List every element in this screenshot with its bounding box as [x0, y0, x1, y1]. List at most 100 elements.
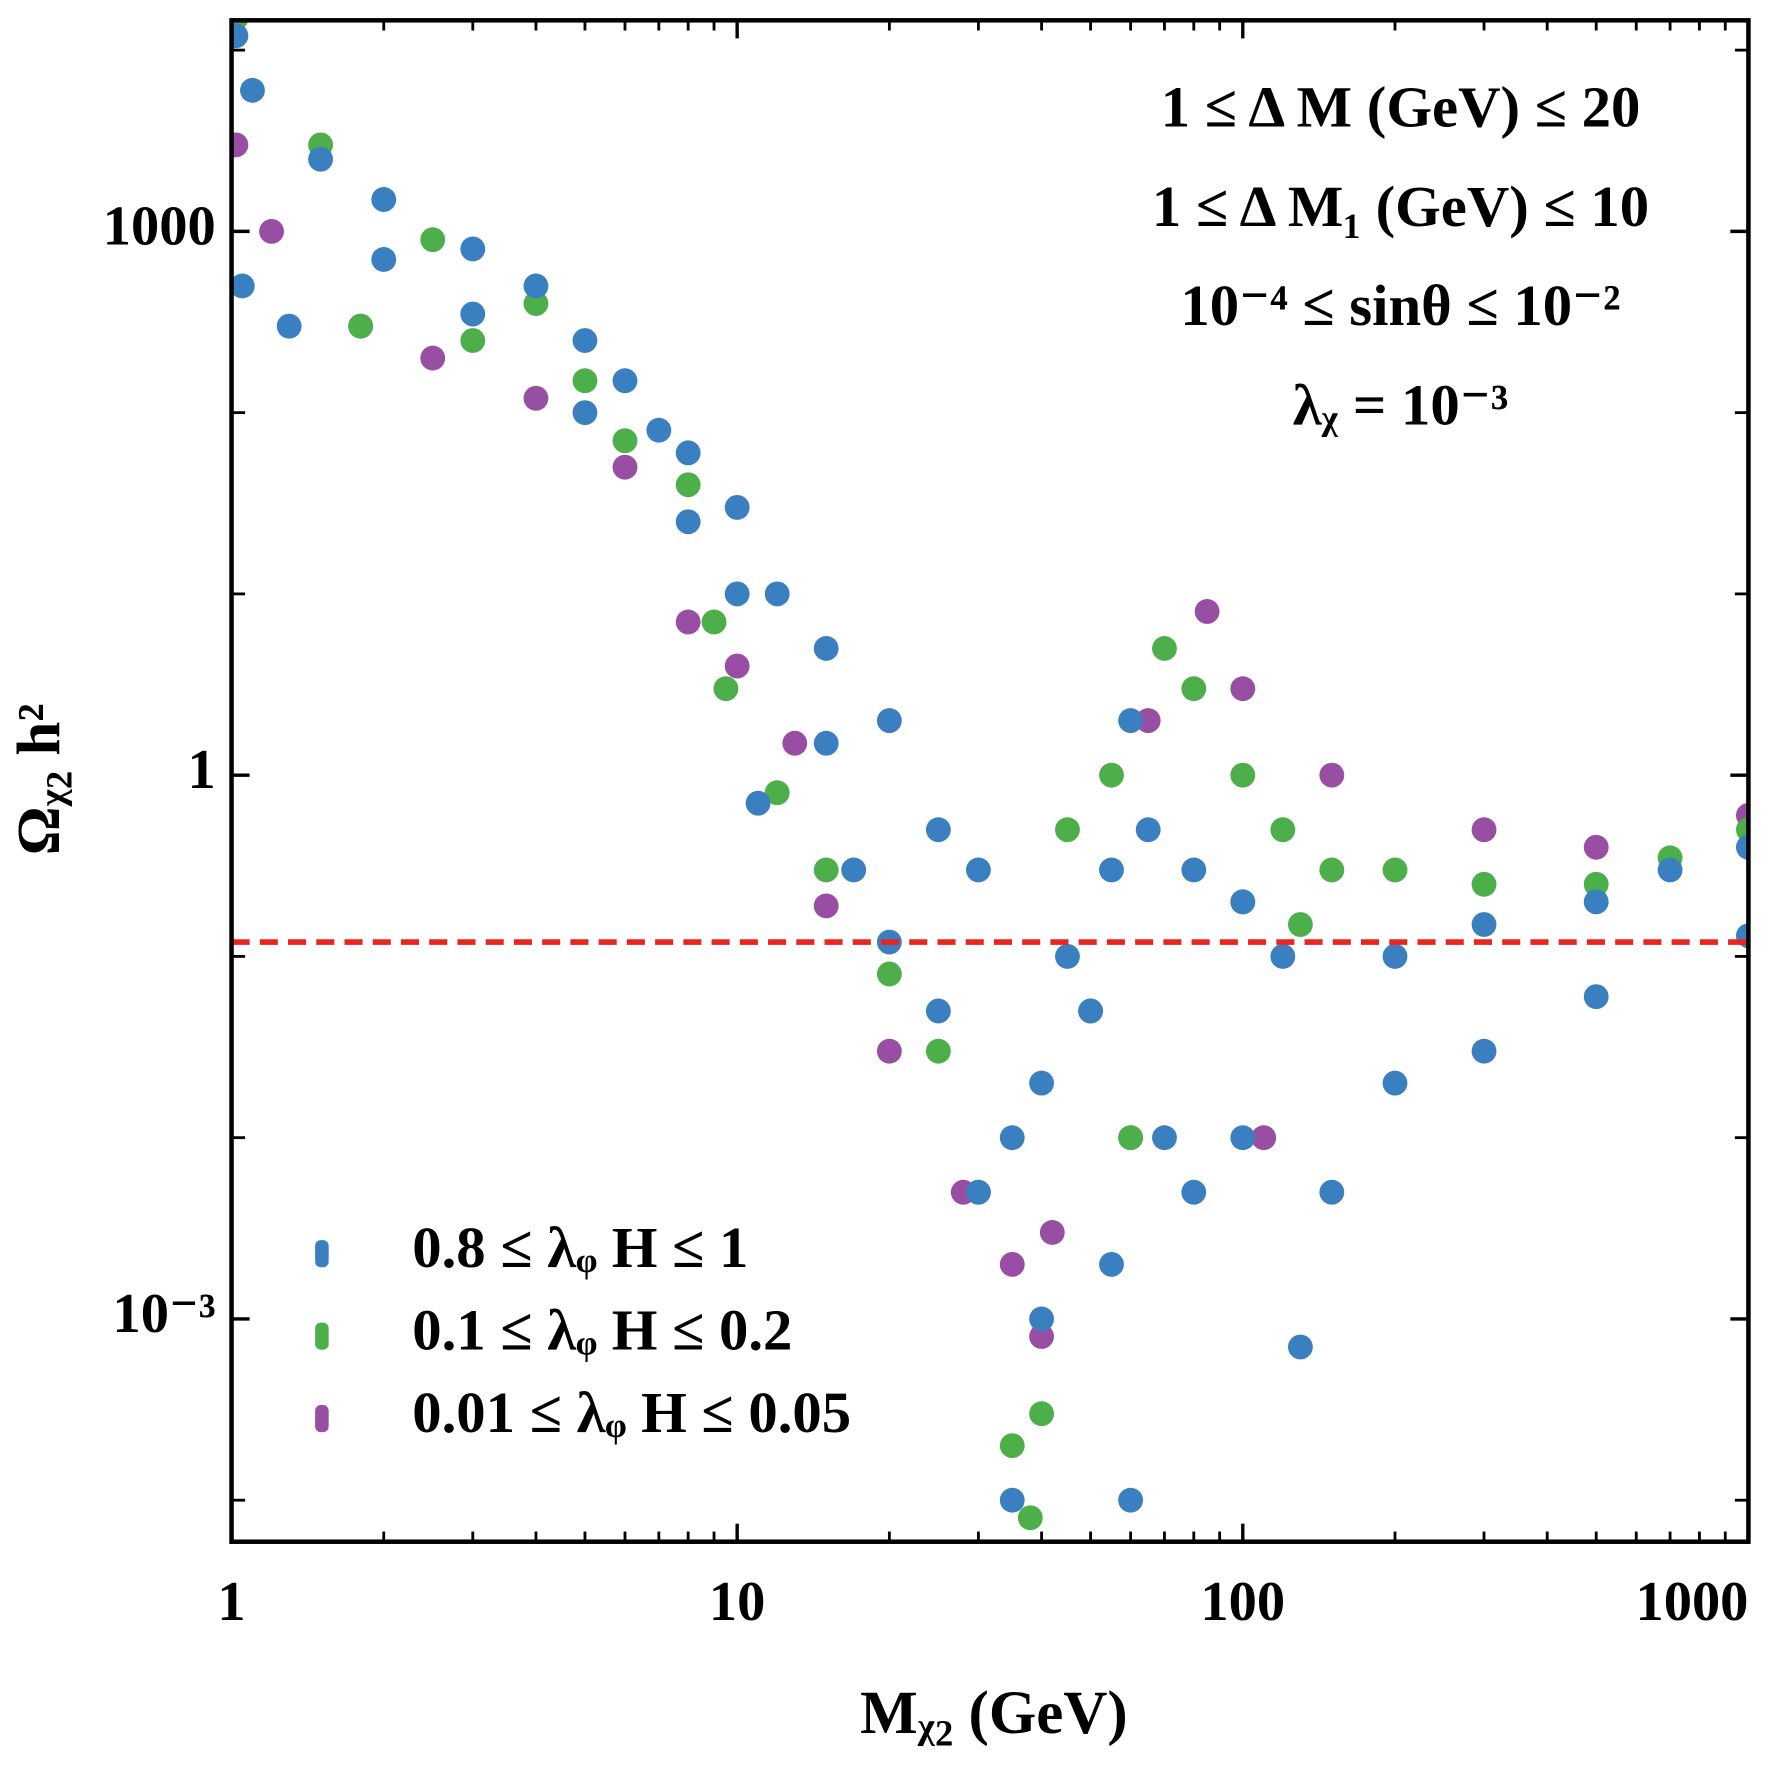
scatter-point — [876, 708, 902, 734]
scatter-point — [1583, 834, 1609, 860]
annotation: λᵪ = 10⁻³ — [1293, 373, 1509, 438]
scatter-point — [813, 857, 839, 883]
scatter-point — [1055, 817, 1080, 843]
scatter-point — [813, 730, 839, 756]
scatter-point — [646, 417, 672, 443]
legend-marker — [315, 1405, 329, 1433]
scatter-point — [276, 313, 302, 339]
scatter-point — [745, 790, 771, 816]
scatter-point — [1230, 1125, 1256, 1151]
scatter-point — [925, 817, 951, 843]
scatter-point — [813, 893, 839, 919]
annotation: 1 ≤ Δ M (GeV) ≤ 20 — [1161, 74, 1641, 139]
scatter-point — [240, 77, 265, 103]
legend-label: 0.01 ≤ λᵩ H ≤ 0.05 — [412, 1380, 851, 1445]
scatter-point — [460, 236, 486, 262]
scatter-point — [371, 247, 397, 272]
scatter-point — [1319, 762, 1345, 788]
y-tick-label: 1 — [187, 739, 215, 801]
scatter-point — [841, 857, 867, 883]
scatter-point — [523, 385, 549, 411]
scatter-point — [1270, 943, 1296, 969]
legend-label: 0.1 ≤ λᵩ H ≤ 0.2 — [412, 1298, 792, 1363]
y-tick-label: 1000 — [103, 195, 216, 257]
scatter-point — [1471, 871, 1497, 897]
scatter-point — [1181, 1179, 1207, 1205]
scatter-point — [724, 494, 750, 520]
scatter-point — [1152, 636, 1177, 661]
legend-marker — [315, 1322, 329, 1350]
scatter-point — [1583, 871, 1609, 897]
y-tick-label: 10⁻³ — [113, 1283, 216, 1345]
scatter-point — [1029, 1324, 1055, 1349]
scatter-point — [675, 472, 701, 498]
scatter-point — [348, 313, 374, 339]
y-axis-label: Ωᵪ₂ h² — [6, 703, 73, 855]
scatter-point — [572, 400, 598, 426]
scatter-point — [420, 345, 446, 371]
legend-label: 0.8 ≤ λᵩ H ≤ 1 — [412, 1215, 748, 1280]
scatter-point — [612, 454, 638, 480]
scatter-point — [1181, 676, 1207, 702]
x-tick-label: 1 — [217, 1571, 245, 1633]
scatter-point — [965, 857, 991, 883]
scatter-point — [1319, 1179, 1345, 1205]
annotation: 1 ≤ Δ M₁ (GeV) ≤ 10 — [1152, 174, 1649, 239]
scatter-point — [1319, 857, 1345, 883]
scatter-point — [724, 653, 750, 679]
scatter-point — [1471, 817, 1497, 843]
scatter-point — [999, 1487, 1025, 1513]
scatter-point — [1471, 912, 1497, 937]
scatter-point — [999, 1433, 1025, 1459]
scatter-point — [1118, 1125, 1144, 1151]
scatter-point — [1471, 1038, 1497, 1064]
scatter-point — [876, 1038, 902, 1064]
scatter-point — [1118, 1487, 1144, 1513]
x-tick-label: 10 — [709, 1571, 765, 1633]
scatter-point — [523, 291, 549, 316]
scatter-point — [701, 609, 727, 635]
scatter-point — [1099, 857, 1124, 883]
scatter-point — [1287, 1334, 1313, 1360]
scatter-point — [420, 227, 446, 253]
scatter-point — [523, 273, 549, 299]
scatter-point — [1099, 762, 1124, 788]
scatter-point — [675, 440, 701, 466]
scatter-point — [1735, 834, 1749, 860]
scatter-point — [612, 368, 638, 394]
scatter-point — [1382, 857, 1408, 883]
scatter-point — [1583, 984, 1609, 1010]
scatter-point — [1078, 998, 1104, 1024]
scatter-point — [1382, 943, 1408, 969]
x-tick-label: 1000 — [1635, 1571, 1748, 1633]
scatter-point — [460, 301, 486, 327]
scatter-point — [782, 730, 808, 756]
scatter-point — [999, 1125, 1025, 1151]
scatter-point — [1017, 1505, 1043, 1531]
scatter-point — [764, 581, 790, 607]
scatter-point — [965, 1179, 991, 1205]
scatter-point — [1029, 1070, 1055, 1096]
scatter-point — [231, 273, 255, 299]
scatter-point — [1657, 857, 1683, 883]
scatter-point — [1118, 708, 1144, 734]
scatter-point — [1135, 708, 1161, 734]
scatter-point — [460, 328, 486, 353]
scatter-point — [1287, 912, 1313, 937]
scatter-point — [1029, 1401, 1055, 1427]
scatter-point — [675, 609, 701, 635]
scatter-point — [724, 581, 750, 607]
scatter-point — [1152, 1125, 1177, 1151]
scatter-point — [713, 676, 739, 702]
scatter-point — [1194, 599, 1220, 624]
scatter-point — [231, 23, 249, 49]
scatter-point — [259, 218, 285, 244]
scatter-point — [1099, 1251, 1124, 1277]
scatter-point — [1583, 889, 1609, 915]
scatter-point — [572, 328, 598, 353]
scatter-point — [876, 961, 902, 987]
scatter-point — [764, 780, 790, 806]
scatter-point — [1382, 1070, 1408, 1096]
scatter-point — [1230, 676, 1256, 702]
